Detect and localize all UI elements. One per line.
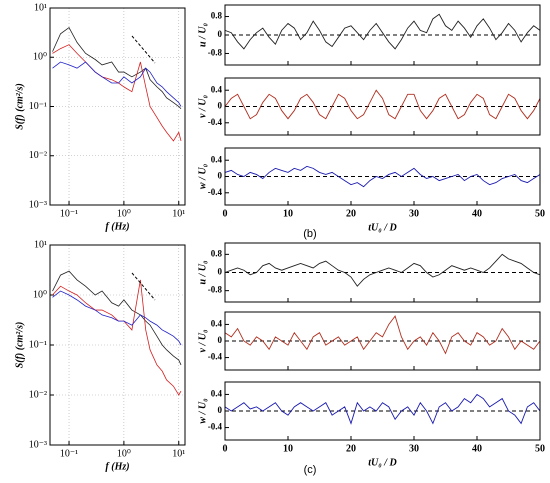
x-axis-label: f (Hz) (105, 221, 129, 232)
y-tick-label: 10⁻² (29, 150, 47, 161)
y-axis-label: v / U₀ (197, 95, 208, 118)
y-axis-label: w / U₀ (197, 163, 208, 189)
plot-frame (224, 4, 541, 66)
y-tick-label: 0 (218, 29, 223, 39)
slope-guide (131, 272, 156, 301)
spectrum-line (52, 44, 182, 142)
y-tick-label: -0.4 (208, 187, 223, 197)
y-axis-label: u / U₀ (197, 260, 208, 285)
y-tick-label: 0 (218, 171, 223, 181)
x-tick-label: 10⁰ (117, 448, 131, 459)
y-tick-label: -0.8 (208, 48, 223, 58)
velocity-line (224, 89, 541, 120)
y-tick-label: -0.4 (208, 352, 223, 362)
spectrum-line (52, 279, 182, 396)
velocity-line (224, 393, 541, 425)
y-tick-label: 10¹ (34, 2, 47, 13)
y-tick-label: 10⁰ (33, 289, 47, 300)
x-tick-label: 10¹ (172, 208, 185, 219)
y-tick-label: 0.4 (211, 318, 223, 328)
plot-frame (224, 147, 541, 206)
plot-frame (224, 311, 541, 371)
plot-frame (224, 77, 541, 136)
x-tick-label: 10 (283, 443, 293, 454)
x-tick-label: 10⁻¹ (60, 208, 78, 219)
x-tick-label: 50 (535, 208, 545, 219)
x-axis-label: f (Hz) (105, 461, 129, 472)
y-tick-label: 10⁻¹ (29, 339, 47, 350)
spectrum-line (52, 27, 182, 110)
y-axis-label: w / U₀ (197, 398, 208, 424)
x-tick-label: 30 (409, 443, 419, 454)
y-axis-label: u / U₀ (197, 22, 208, 47)
plot-frame (49, 244, 186, 446)
spectrum-line (52, 270, 182, 366)
x-tick-label: 0 (223, 443, 228, 454)
y-tick-label: -0.4 (208, 422, 223, 432)
panel-label: (b) (303, 228, 316, 240)
x-tick-label: 10 (283, 208, 293, 219)
y-tick-label: -0.4 (208, 117, 223, 127)
y-axis-label: v / U₀ (197, 329, 208, 352)
spectrum-line (52, 290, 182, 346)
x-tick-label: 10¹ (172, 448, 185, 459)
x-axis-label: tU₀ / D (368, 222, 397, 233)
y-tick-label: 10⁰ (33, 52, 47, 63)
y-tick-label: 0 (218, 267, 223, 277)
y-tick-label: 0.4 (211, 388, 223, 398)
velocity-line (224, 315, 541, 355)
panel-label: (c) (304, 464, 317, 476)
velocity-line (224, 165, 541, 188)
y-tick-label: 10¹ (34, 239, 47, 250)
y-tick-label: 10⁻¹ (29, 101, 47, 112)
x-tick-label: 20 (346, 208, 356, 219)
y-tick-label: 0 (218, 101, 223, 111)
x-axis-label: tU₀ / D (368, 457, 397, 468)
velocity-line (224, 13, 541, 50)
y-tick-label: -0.8 (208, 285, 223, 295)
velocity-line (224, 253, 541, 287)
x-tick-label: 10⁻¹ (60, 448, 78, 459)
plot-frame (49, 7, 186, 206)
plot-frame (224, 242, 541, 303)
y-axis-label: S(f) (cm²/s) (14, 83, 25, 130)
x-tick-label: 40 (472, 208, 482, 219)
y-tick-label: 0 (218, 405, 223, 415)
y-tick-label: 0 (218, 335, 223, 345)
x-tick-label: 30 (409, 208, 419, 219)
slope-guide (131, 35, 156, 64)
y-tick-label: 10⁻³ (29, 199, 47, 210)
x-tick-label: 40 (472, 443, 482, 454)
y-tick-label: 0.4 (211, 84, 223, 94)
x-tick-label: 50 (535, 443, 545, 454)
x-tick-label: 10⁰ (117, 208, 131, 219)
x-tick-label: 20 (346, 443, 356, 454)
y-axis-label: S(f) (cm²/s) (14, 322, 25, 369)
plot-frame (224, 381, 541, 441)
y-tick-label: 10⁻³ (29, 439, 47, 450)
spectrum-line (52, 61, 182, 107)
y-tick-label: 0.8 (211, 11, 223, 21)
x-tick-label: 0 (223, 208, 228, 219)
y-tick-label: 10⁻² (29, 389, 47, 400)
y-tick-label: 0.8 (211, 248, 223, 258)
y-tick-label: 0.4 (211, 154, 223, 164)
